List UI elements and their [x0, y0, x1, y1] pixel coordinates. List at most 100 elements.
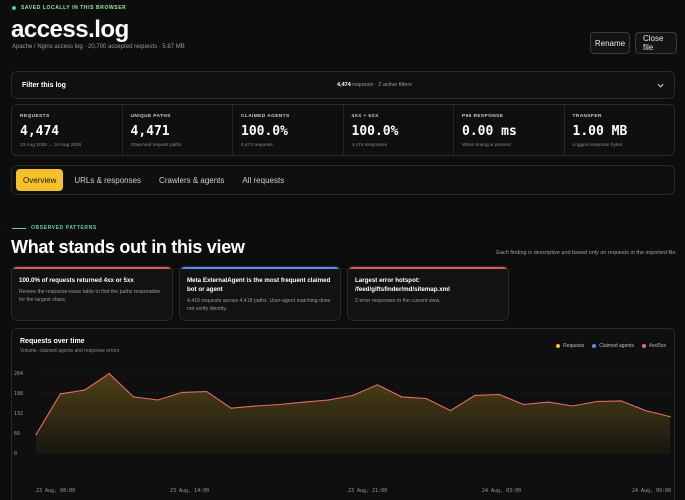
data-point	[449, 410, 452, 412]
section-eyebrow: OBSERVED PATTERNS	[12, 225, 97, 231]
data-point	[669, 416, 671, 418]
stat-value: 100.0%	[241, 124, 288, 139]
stat-claimed-agents: CLAIMED AGENTS 100.0% 4,474 requests	[233, 105, 344, 155]
stat-label: CLAIMED AGENTS	[241, 114, 290, 119]
saved-status: SAVED LOCALLY IN THIS BROWSER	[12, 5, 126, 11]
data-point	[645, 410, 647, 412]
page-title: access.log	[11, 16, 129, 43]
filter-bar[interactable]: Filter this log 4,474 requests · 2 activ…	[11, 71, 675, 99]
legend-swatch	[592, 344, 597, 348]
stat-sub: 4,474 responses	[351, 143, 387, 148]
x-tick-label: 23 Aug, 21:00	[348, 488, 387, 494]
stat-value: 0.00 ms	[462, 124, 517, 139]
card-body: 4,416 requests across 4,418 paths. User-…	[187, 298, 331, 312]
y-tick-label: 198	[14, 391, 23, 397]
data-point	[376, 384, 378, 386]
chart-legend: Requests Claimed agents 4xx/5xx	[556, 343, 666, 349]
stat-sub: When timing is present	[462, 143, 511, 148]
stat-requests: REQUESTS 4,474 23 Aug 2026 → 24 Aug 2026	[12, 105, 123, 155]
stat-sub: 4,474 requests	[241, 143, 273, 148]
legend-label: 4xx/5xx	[649, 343, 666, 349]
card-accent-bar	[180, 267, 340, 269]
card-title: Largest error hotspot: /feed/giftsfinder…	[355, 277, 450, 293]
y-tick-label: 264	[14, 371, 23, 377]
data-point	[571, 405, 574, 407]
stat-unique-paths: UNIQUE PATHS 4,471 Observed request path…	[123, 105, 233, 155]
data-point	[523, 403, 525, 406]
section-title: What stands out in this view	[11, 237, 245, 257]
x-tick-label: 24 Aug, 09:00	[632, 488, 671, 494]
chevron-down-icon[interactable]	[656, 81, 665, 90]
data-point	[181, 391, 183, 393]
stat-label: 4XX + 5XX	[351, 114, 379, 119]
y-tick-label: 66	[14, 431, 20, 437]
stat-label: REQUESTS	[20, 114, 50, 119]
stat-label: TRANSFER	[572, 114, 602, 119]
tab-all-requests[interactable]: All requests	[242, 175, 285, 185]
stat-value: 4,471	[130, 124, 170, 139]
data-point	[303, 401, 305, 403]
stat-value: 1.00 MB	[572, 124, 628, 139]
chart-title: Requests over time	[20, 338, 85, 345]
data-point	[352, 394, 354, 396]
card-body: Review the response-issue table to find …	[19, 289, 161, 303]
tab-crawlers-agents[interactable]: Crawlers & agents	[159, 175, 225, 185]
finding-card-hotspot: Largest error hotspot: /feed/giftsfinder…	[347, 266, 509, 321]
stat-errors: 4XX + 5XX 100.0% 4,474 responses	[344, 105, 454, 155]
stat-p95-response: P95 RESPONSE 0.00 ms When timing is pres…	[454, 105, 565, 155]
x-tick-label: 24 Aug, 03:00	[482, 488, 521, 494]
close-file-button[interactable]: Close file	[635, 32, 677, 54]
stat-value: 4,474	[20, 124, 60, 139]
data-point	[230, 407, 232, 409]
stat-label: P95 RESPONSE	[462, 114, 504, 119]
legend-item-requests[interactable]: Requests	[556, 343, 584, 349]
requests-chart: 264 198 132 66 0 23 Aug, 08:00 23 Aug, 14:00 23…	[14, 371, 671, 494]
x-tick-label: 23 Aug, 08:00	[36, 488, 75, 494]
stat-value: 100.0%	[351, 124, 399, 139]
view-tabs: Overview URLs & responses Crawlers & age…	[11, 165, 675, 195]
filter-title: Filter this log	[22, 81, 66, 89]
data-point	[279, 403, 281, 406]
data-point	[474, 394, 476, 396]
data-point	[108, 373, 110, 375]
requests-chart-panel: Requests over time Volume, claimed agent…	[11, 328, 675, 500]
stat-label: UNIQUE PATHS	[130, 114, 171, 119]
filter-count: 4,474	[337, 82, 351, 88]
filter-count-suffix: requests · 2 active filters	[350, 82, 412, 88]
card-title: 100.0% of requests returned 4xx or 5xx	[19, 277, 134, 284]
data-point	[401, 396, 403, 398]
rename-button[interactable]: Rename	[590, 32, 630, 54]
stat-sub: 23 Aug 2026 → 24 Aug 2026	[20, 143, 82, 148]
stat-sub: Logged response bytes	[572, 143, 623, 148]
requests-area	[36, 373, 670, 453]
data-point	[157, 399, 159, 401]
data-point	[425, 397, 427, 400]
y-tick-label: 0	[14, 451, 17, 457]
page-subtitle: Apache / Nginx access log · 20,700 accep…	[12, 44, 185, 50]
eyebrow-line	[12, 227, 26, 229]
filter-summary: 4,474 requests · 2 active filters	[337, 82, 412, 88]
data-point	[84, 389, 86, 391]
status-dot-icon	[12, 6, 16, 10]
tab-urls-responses[interactable]: URLs & responses	[74, 175, 142, 185]
data-point	[547, 401, 549, 403]
legend-item-claimed-agents[interactable]: Claimed agents	[592, 343, 634, 349]
stats-panel: REQUESTS 4,474 23 Aug 2026 → 24 Aug 2026…	[11, 104, 675, 156]
card-title: Meta ExternalAgent is the most frequent …	[187, 277, 331, 293]
legend-item-errors[interactable]: 4xx/5xx	[642, 343, 666, 349]
data-point	[498, 393, 500, 396]
data-point	[206, 390, 208, 393]
y-tick-label: 132	[14, 411, 23, 417]
x-tick-label: 23 Aug, 14:00	[170, 488, 209, 494]
data-point	[59, 393, 62, 395]
saved-label: SAVED LOCALLY IN THIS BROWSER	[21, 5, 127, 11]
finding-card-agent: Meta ExternalAgent is the most frequent …	[179, 266, 341, 321]
section-note: Each finding is descriptive and based on…	[496, 250, 677, 256]
data-point	[620, 400, 622, 402]
tab-overview[interactable]: Overview	[16, 169, 64, 191]
data-point	[132, 396, 135, 398]
data-point	[328, 399, 330, 401]
legend-label: Claimed agents	[599, 343, 635, 349]
stat-transfer: TRANSFER 1.00 MB Logged response bytes	[565, 105, 675, 155]
card-accent-bar	[348, 267, 508, 269]
